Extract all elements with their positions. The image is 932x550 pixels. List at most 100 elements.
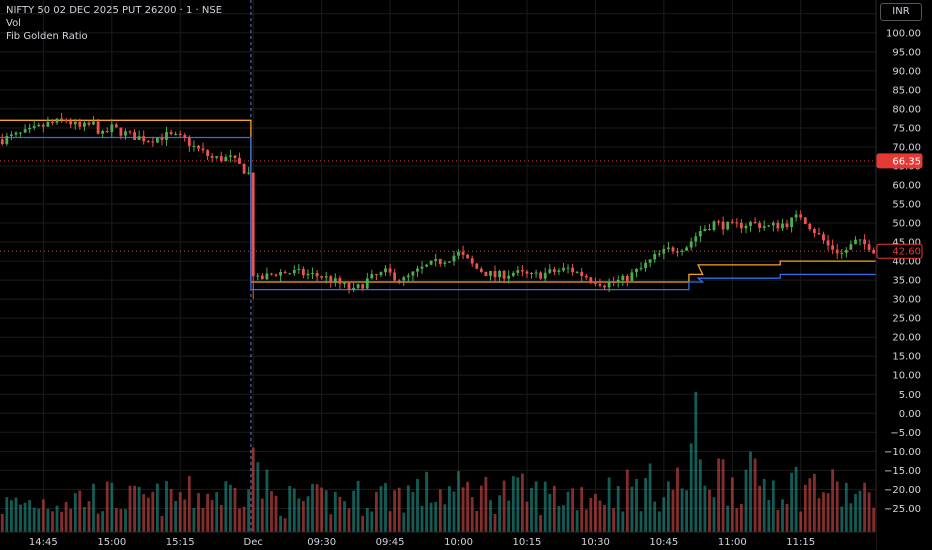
price-tick-label: −10.00 bbox=[884, 447, 921, 458]
price-axis[interactable]: 105.00100.0095.0090.0085.0080.0075.0070.… bbox=[875, 0, 932, 550]
candle-body bbox=[370, 274, 374, 279]
volume-bar bbox=[174, 501, 177, 532]
candle-body bbox=[689, 241, 693, 248]
volume-bar bbox=[507, 500, 511, 532]
volume-bar bbox=[452, 491, 456, 532]
volume-bar bbox=[46, 508, 50, 532]
volume-bar bbox=[858, 490, 862, 532]
volume-bar bbox=[347, 508, 351, 532]
candle-body bbox=[333, 278, 337, 283]
candle-body bbox=[210, 156, 214, 158]
time-tick-label: 10:30 bbox=[581, 537, 610, 548]
volume-bar bbox=[735, 508, 739, 532]
candle-body bbox=[844, 249, 848, 253]
candle-body bbox=[429, 260, 433, 265]
candle-body bbox=[137, 136, 141, 140]
candle-body bbox=[557, 270, 561, 272]
price-tick-label: 50.00 bbox=[892, 219, 921, 230]
candle-body bbox=[607, 282, 611, 288]
candle-body bbox=[571, 267, 574, 273]
candle-body bbox=[279, 272, 282, 276]
volume-bar bbox=[146, 497, 150, 532]
volume-bar bbox=[603, 504, 606, 532]
candle-body bbox=[297, 268, 301, 270]
candle-body bbox=[352, 287, 355, 290]
volume-bar bbox=[156, 483, 159, 532]
time-tick-label: 09:45 bbox=[376, 537, 405, 548]
candle-body bbox=[251, 172, 255, 277]
candle-body bbox=[826, 240, 830, 246]
volume-bar bbox=[137, 486, 141, 532]
candle-body bbox=[671, 247, 675, 252]
candle-body bbox=[110, 124, 114, 133]
volume-bar bbox=[621, 511, 625, 532]
price-tick-label: 5.00 bbox=[899, 390, 921, 401]
volume-bar bbox=[721, 459, 725, 532]
candle-body bbox=[479, 268, 483, 272]
candle-body bbox=[28, 127, 31, 130]
time-tick-label: Dec bbox=[244, 537, 263, 548]
volume-bar bbox=[60, 511, 63, 532]
volume-bar bbox=[133, 485, 136, 532]
grid-lines bbox=[0, 0, 876, 532]
volume-bar bbox=[124, 509, 127, 532]
symbol-title[interactable]: NIFTY 50 02 DEC 2025 PUT 26200 · 1 · NSE bbox=[6, 5, 223, 16]
fib-golden-ratio-lines bbox=[0, 119, 876, 291]
volume-bar bbox=[457, 471, 460, 532]
candle-body bbox=[23, 129, 27, 133]
candle-body bbox=[60, 118, 63, 120]
volume-bar bbox=[224, 481, 228, 532]
candle-body bbox=[324, 276, 328, 278]
candle-body bbox=[434, 259, 438, 261]
candle-body bbox=[124, 131, 127, 136]
volume-bar bbox=[306, 496, 310, 532]
volume-legend[interactable]: Vol bbox=[6, 18, 21, 29]
candle-body bbox=[835, 249, 839, 254]
candle-body bbox=[311, 273, 314, 274]
volume-bar bbox=[625, 469, 629, 532]
candle-body bbox=[653, 254, 657, 260]
volume-bar bbox=[726, 505, 730, 532]
candle-body bbox=[105, 131, 109, 133]
volume-bar bbox=[703, 485, 707, 532]
volume-bar bbox=[594, 493, 597, 532]
volume-bar bbox=[817, 498, 821, 532]
candle-body bbox=[785, 223, 789, 227]
candle-body bbox=[858, 239, 862, 241]
volume-bar bbox=[142, 494, 146, 532]
volume-bar bbox=[370, 511, 374, 532]
price-tick-label: 40.00 bbox=[892, 257, 921, 268]
candle-body bbox=[256, 275, 260, 277]
candle-body bbox=[397, 280, 401, 282]
currency-button[interactable]: INR bbox=[880, 3, 922, 21]
volume-bar bbox=[616, 486, 620, 532]
price-tick-label: −20.00 bbox=[884, 485, 921, 496]
volume-bar bbox=[589, 498, 593, 532]
candle-body bbox=[151, 141, 155, 143]
volume-bar bbox=[813, 473, 816, 532]
indicator-legend[interactable]: Fib Golden Ratio bbox=[6, 31, 88, 42]
candle-body bbox=[187, 137, 191, 146]
volume-bar bbox=[607, 477, 611, 532]
volume-bar bbox=[165, 481, 168, 532]
volume-bar bbox=[835, 481, 839, 532]
volume-bar bbox=[657, 511, 661, 532]
volume-bar bbox=[575, 510, 579, 532]
candle-body bbox=[822, 234, 825, 241]
volume-bar bbox=[671, 489, 675, 532]
candle-body bbox=[790, 217, 793, 227]
volume-bar bbox=[219, 504, 223, 532]
candle-body bbox=[498, 270, 501, 278]
candle-body bbox=[242, 163, 246, 174]
volume-bar bbox=[571, 488, 574, 532]
volume-bar bbox=[662, 497, 666, 532]
volume-bar bbox=[73, 493, 77, 532]
volume-bar bbox=[790, 472, 793, 532]
time-tick-label: 14:45 bbox=[29, 537, 58, 548]
volume-bar bbox=[794, 466, 798, 532]
price-tick-label: 30.00 bbox=[892, 295, 921, 306]
time-axis[interactable]: 14:45 15:00 15:15 Dec 09:30 09:45 10:00 10:15 10… bbox=[0, 531, 876, 550]
candle-body bbox=[233, 155, 237, 158]
